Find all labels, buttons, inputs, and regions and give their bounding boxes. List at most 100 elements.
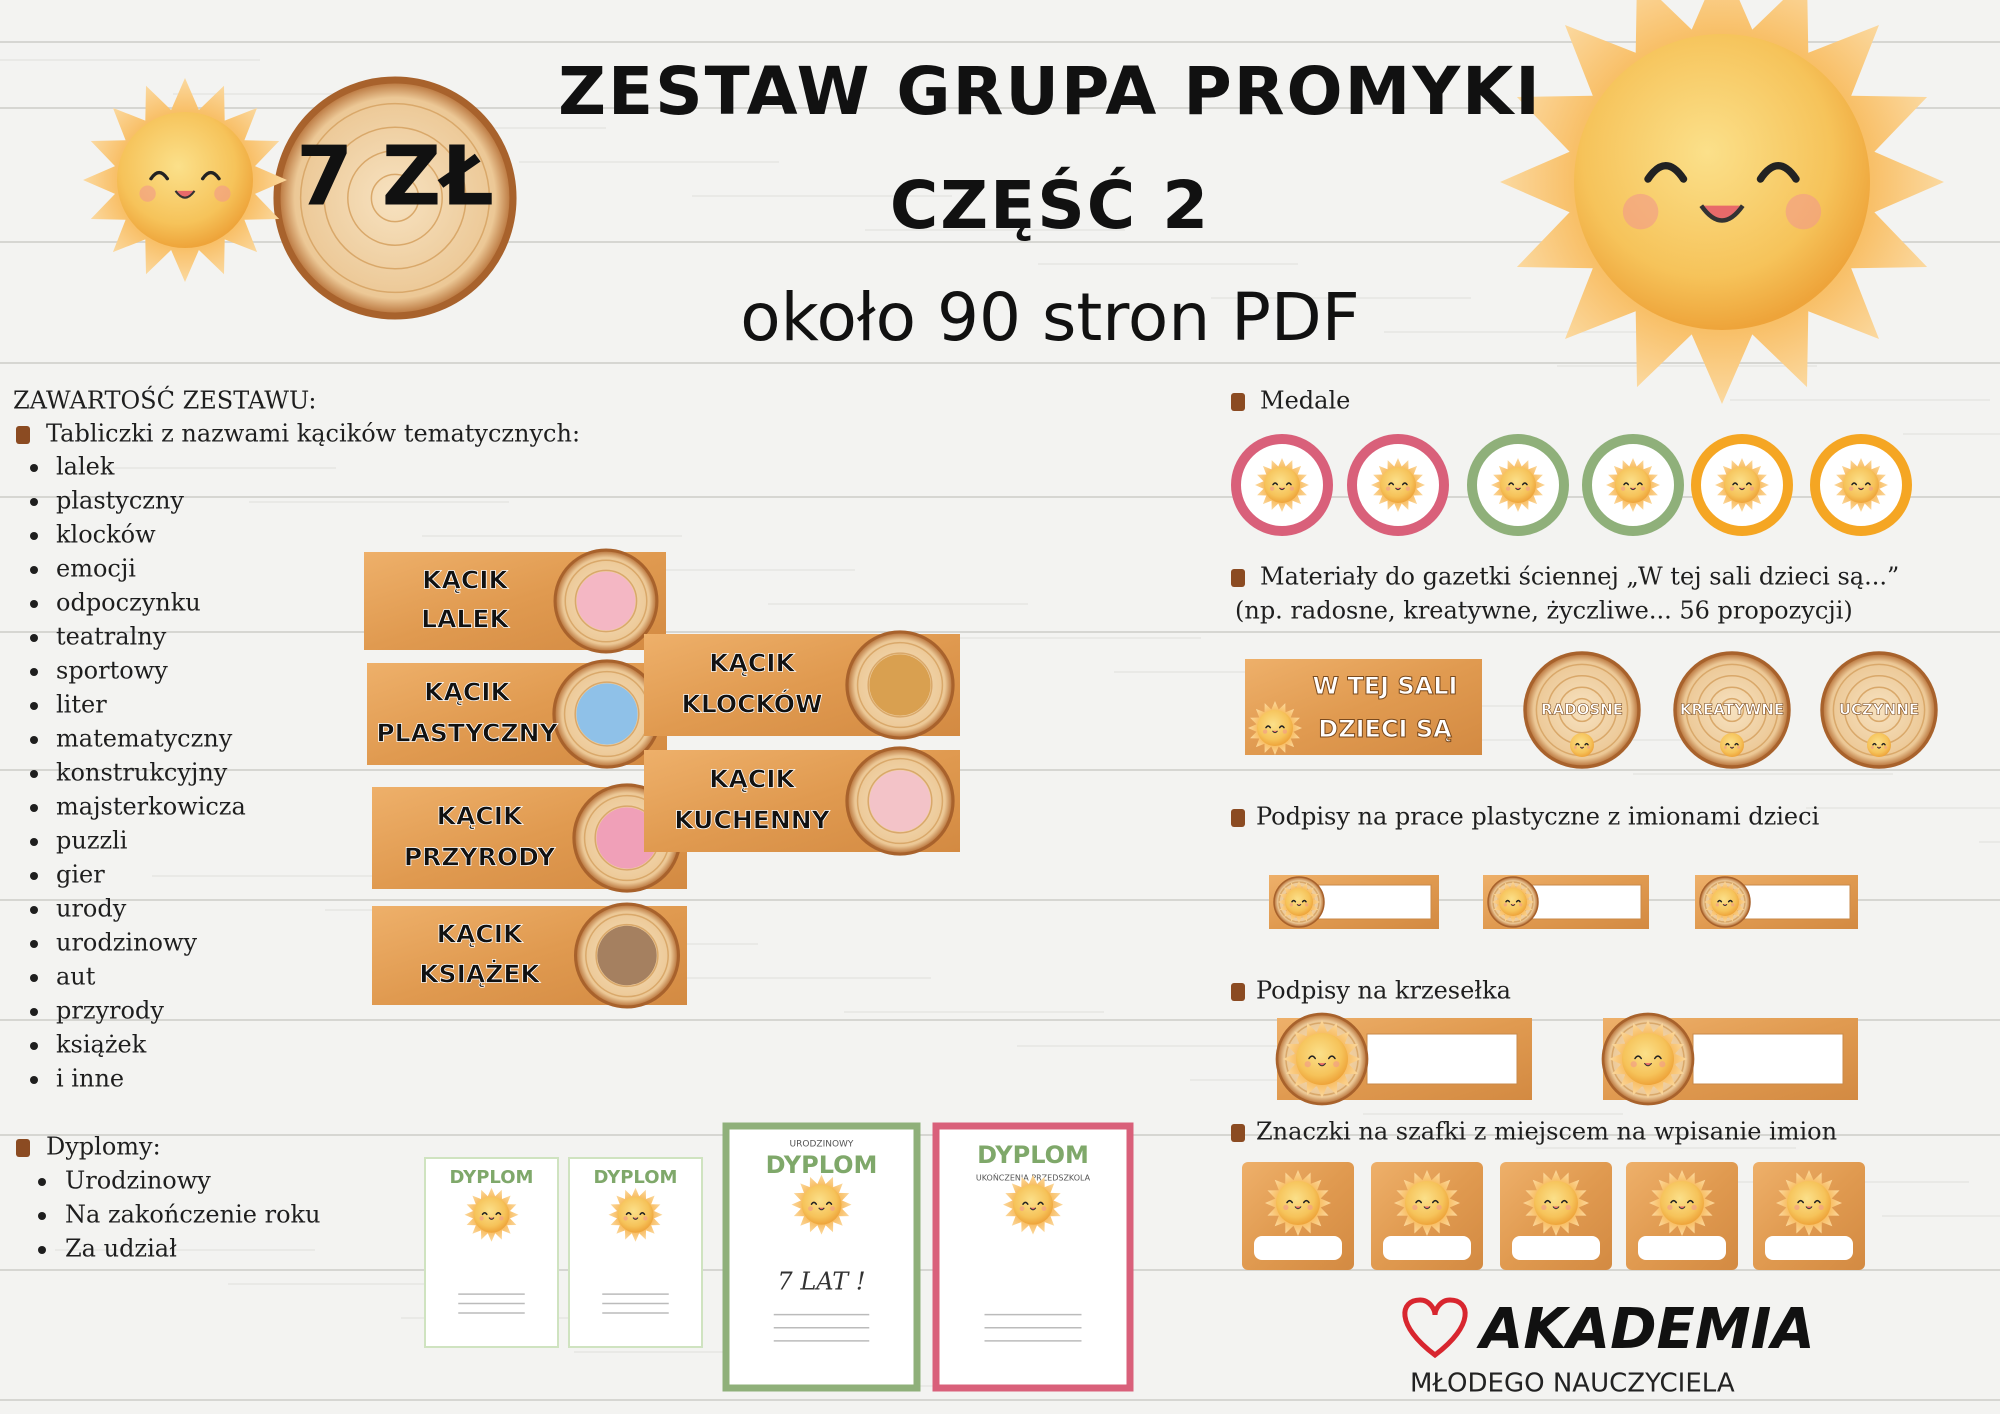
sign-picture xyxy=(869,654,931,716)
list-bullet xyxy=(30,736,38,744)
sun-mouth xyxy=(818,1207,825,1211)
sun-eye xyxy=(1725,742,1730,746)
name-field xyxy=(1316,884,1432,920)
sun-body xyxy=(1867,733,1891,757)
bullet-icon xyxy=(1231,1124,1245,1142)
diploma-item: Na zakończenie roku xyxy=(65,1201,321,1229)
sun-cheek xyxy=(1041,1206,1047,1211)
sun xyxy=(1492,881,1534,923)
name-field xyxy=(1765,1236,1853,1260)
sun-eye xyxy=(1431,1199,1439,1204)
list-bullet xyxy=(38,1178,46,1186)
corner-item: książek xyxy=(56,1031,147,1059)
bullet-icon xyxy=(1231,569,1245,587)
sun-body xyxy=(1534,1181,1578,1225)
diploma-title: DYPLOM xyxy=(594,1167,678,1188)
sun-mouth xyxy=(1029,1207,1037,1211)
sun-cheek xyxy=(1622,193,1659,230)
sun-eye xyxy=(1022,1201,1029,1205)
sun-body xyxy=(1724,467,1760,503)
sun-body xyxy=(1660,1181,1704,1225)
sign-line: KSIĄŻEK xyxy=(419,959,541,988)
sun-cheek xyxy=(1262,729,1268,734)
sun xyxy=(1265,1170,1331,1236)
sun-eye xyxy=(1285,482,1292,486)
sun-body xyxy=(1570,733,1594,757)
wall-word: KREATYWNE xyxy=(1680,701,1784,719)
sun-body xyxy=(1711,888,1739,916)
sun xyxy=(1394,1170,1460,1236)
sun-eye xyxy=(200,170,221,181)
sun-mouth xyxy=(1510,903,1516,907)
list-bullet xyxy=(30,1076,38,1084)
diploma-item: Urodzinowy xyxy=(65,1167,211,1195)
sun xyxy=(1248,701,1302,755)
sun-mouth xyxy=(1296,903,1302,907)
sun-eye xyxy=(1717,899,1723,903)
sun xyxy=(1776,1170,1842,1236)
sun-eye xyxy=(1881,742,1886,746)
diploma-card xyxy=(722,1122,921,1392)
sign-picture xyxy=(576,683,638,745)
sun-eye xyxy=(1727,899,1733,903)
sign-line: PRZYRODY xyxy=(404,842,556,871)
sun-cheek xyxy=(479,1216,484,1221)
sun-eye xyxy=(1291,899,1297,903)
banner-line: W TEJ SALI xyxy=(1313,672,1458,700)
wood-ring xyxy=(1708,686,1756,734)
sun-cheek xyxy=(1503,903,1507,907)
list-bullet xyxy=(30,498,38,506)
name-field xyxy=(1254,1236,1342,1260)
price: 7 ZŁ xyxy=(296,129,494,224)
corner-item: odpoczynku xyxy=(56,589,201,617)
sun-cheek xyxy=(1659,1061,1666,1068)
sun xyxy=(1704,881,1746,923)
bullet-icon xyxy=(1231,809,1245,827)
sun-eye xyxy=(1813,1199,1821,1204)
sun-cheek xyxy=(1620,486,1626,491)
sun-mouth xyxy=(1279,487,1285,491)
name-field xyxy=(1742,884,1851,920)
sun-mouth xyxy=(174,190,196,199)
sun-eye xyxy=(639,1211,646,1216)
sun-eye xyxy=(1584,742,1589,746)
sun-cheek xyxy=(1587,745,1591,749)
bullet-icon xyxy=(1231,983,1245,1001)
sun-eye xyxy=(1401,482,1408,486)
sun-body xyxy=(1013,1184,1053,1225)
sun-mouth xyxy=(1272,730,1278,734)
sun-eye xyxy=(1864,482,1871,486)
sun-eye xyxy=(1301,899,1307,903)
list-bullet xyxy=(30,940,38,948)
diploma-age: 7 LAT ! xyxy=(777,1268,865,1296)
sun-eye xyxy=(1388,482,1395,486)
corner-item: gier xyxy=(56,861,105,889)
wood-slice xyxy=(1523,651,1641,769)
corner-item: i inne xyxy=(56,1065,124,1093)
sun-body xyxy=(1615,467,1651,503)
sign-line: KLOCKÓW xyxy=(681,688,822,718)
sun xyxy=(464,1187,519,1242)
sign-picture xyxy=(597,925,657,986)
sun-mouth xyxy=(1858,487,1864,491)
wood-ring xyxy=(564,559,648,643)
corner-item: liter xyxy=(56,691,107,719)
bullet-icon xyxy=(16,1139,30,1157)
sun-cheek xyxy=(1333,1061,1340,1068)
sun-cheek xyxy=(1715,903,1719,907)
name-field xyxy=(1692,1033,1844,1085)
list-bullet xyxy=(30,804,38,812)
sun-cheek xyxy=(1630,1061,1637,1068)
diploma-item: Za udział xyxy=(65,1235,177,1263)
sun-eye xyxy=(1851,482,1858,486)
sun-mouth xyxy=(1579,746,1585,749)
sun-cheek xyxy=(1289,903,1293,907)
art-heading: Podpisy na prace plastyczne z imionami d… xyxy=(1256,803,1820,831)
sun-cheek xyxy=(1870,745,1874,749)
sun-mouth xyxy=(1805,1206,1813,1210)
sun-cheek xyxy=(1868,486,1874,491)
diploma-title: DYPLOM xyxy=(450,1167,534,1188)
sun-eye xyxy=(1505,899,1511,903)
sun-eye xyxy=(1686,1199,1694,1204)
